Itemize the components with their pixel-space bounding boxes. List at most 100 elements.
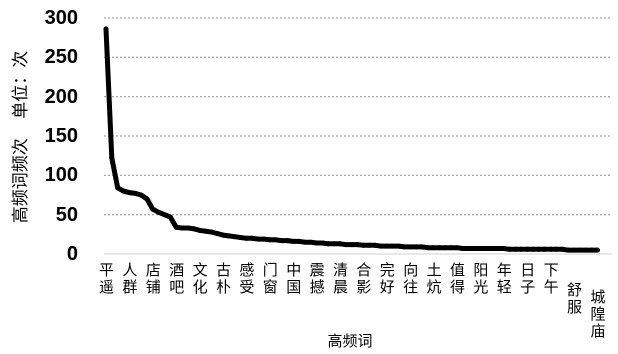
x-tick-label: 向往	[401, 262, 420, 296]
data-point	[162, 212, 167, 218]
data-point	[249, 235, 255, 241]
x-tick-label: 古朴	[214, 262, 232, 296]
data-point	[267, 237, 273, 243]
data-point	[156, 209, 162, 215]
x-tick-label: 下午	[541, 262, 560, 296]
data-point	[542, 246, 548, 252]
y-tick-label: 100	[44, 164, 78, 187]
data-point	[396, 243, 401, 249]
data-point	[378, 243, 384, 249]
x-tick-label: 值得	[448, 262, 466, 296]
data-point	[518, 246, 524, 252]
data-point	[208, 229, 214, 235]
x-tick-label: 震撼	[307, 262, 326, 296]
data-point	[448, 245, 454, 251]
data-point	[571, 247, 577, 253]
y-tick-label: 50	[55, 203, 78, 226]
x-tick-label: 年轻	[494, 262, 513, 296]
data-point	[314, 240, 320, 246]
x-tick-label: 门窗	[260, 262, 279, 296]
data-point	[495, 246, 501, 251]
data-point	[173, 224, 179, 230]
x-axis-title: 高频词	[327, 332, 373, 350]
data-point	[290, 238, 296, 244]
data-point	[150, 206, 156, 212]
y-tick-label: 150	[44, 125, 78, 147]
x-tick-label: 酒吧	[167, 262, 186, 296]
x-tick-label: 文化	[190, 262, 209, 296]
data-point	[594, 247, 600, 253]
data-point	[483, 246, 489, 251]
data-point	[349, 242, 355, 248]
data-point	[477, 246, 483, 251]
data-point	[589, 247, 594, 253]
data-point	[425, 245, 431, 251]
data-point	[442, 245, 448, 251]
data-point	[167, 214, 173, 220]
series-line	[103, 26, 600, 253]
x-tick-label: 城隍庙	[588, 289, 607, 340]
y-tick-label: 250	[44, 46, 78, 69]
data-point	[460, 246, 466, 251]
y-tick-label: 0	[66, 243, 78, 265]
data-point	[466, 246, 472, 251]
gridlines	[104, 17, 612, 216]
data-point	[343, 242, 349, 248]
data-point	[554, 246, 559, 252]
data-point	[226, 233, 232, 239]
data-point	[360, 242, 366, 248]
data-point	[401, 244, 407, 250]
data-point	[390, 243, 396, 249]
data-point	[144, 196, 150, 202]
data-point	[191, 226, 197, 232]
data-point	[366, 242, 372, 248]
data-point	[355, 242, 360, 248]
data-point	[255, 236, 261, 242]
data-point	[319, 240, 325, 246]
data-point	[501, 246, 507, 251]
data-point	[238, 235, 243, 240]
y-tick-label: 300	[44, 7, 78, 29]
data-point	[279, 238, 284, 244]
data-point	[454, 245, 460, 251]
data-point	[331, 241, 337, 247]
data-point	[185, 225, 191, 231]
y-tick-label: 200	[44, 85, 78, 108]
data-point	[103, 26, 109, 32]
data-point	[121, 188, 126, 194]
data-point	[232, 234, 238, 240]
data-point	[243, 235, 249, 241]
data-point	[565, 247, 571, 253]
x-tick-label: 土炕	[424, 262, 443, 296]
data-point	[436, 245, 442, 251]
data-point	[273, 237, 279, 243]
data-point	[126, 190, 132, 196]
data-point	[325, 241, 331, 247]
x-tick-label: 清晨	[331, 262, 349, 296]
data-point	[296, 238, 302, 244]
data-point	[138, 192, 144, 198]
data-point	[507, 246, 513, 252]
x-tick-label: 人群	[120, 262, 139, 296]
data-point	[384, 243, 390, 249]
data-point	[109, 155, 115, 161]
data-point	[548, 246, 554, 252]
data-point	[559, 246, 565, 252]
data-point	[302, 239, 308, 245]
x-tick-label: 店铺	[143, 262, 162, 296]
data-point	[308, 239, 314, 245]
data-point	[261, 236, 267, 242]
data-point	[220, 232, 226, 238]
data-point	[536, 246, 542, 252]
x-tick-label: 舒服	[565, 282, 583, 316]
x-tick-label: 阳光	[471, 262, 490, 296]
data-point	[372, 242, 378, 248]
y-axis-title: 高频词频次 单位：次	[11, 50, 31, 224]
data-point	[214, 231, 220, 236]
data-point	[413, 244, 419, 250]
x-tick-label: 平遥	[97, 262, 115, 296]
data-point	[284, 238, 290, 244]
data-point	[419, 244, 425, 250]
